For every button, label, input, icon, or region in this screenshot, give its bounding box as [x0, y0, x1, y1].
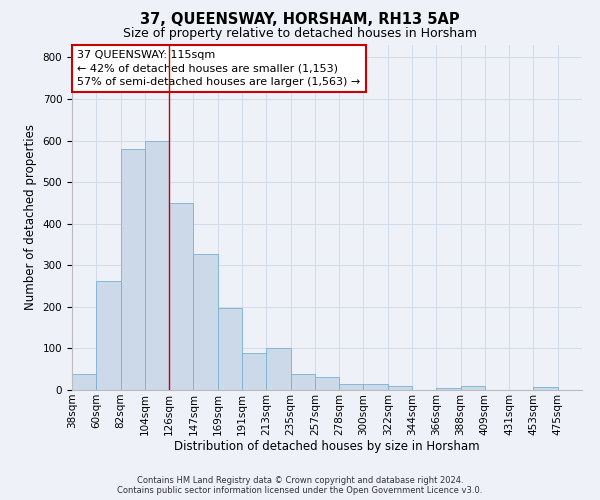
Bar: [121, 149, 145, 390]
Bar: [315, 376, 339, 390]
Bar: [388, 386, 412, 390]
Bar: [169, 203, 193, 390]
Bar: [461, 386, 485, 390]
Bar: [533, 386, 558, 390]
Bar: [266, 348, 290, 390]
Y-axis label: Number of detached properties: Number of detached properties: [24, 124, 37, 310]
Bar: [290, 374, 315, 390]
Bar: [436, 388, 461, 390]
Bar: [193, 254, 218, 390]
Bar: [242, 354, 266, 390]
Text: Contains HM Land Registry data © Crown copyright and database right 2024.
Contai: Contains HM Land Registry data © Crown c…: [118, 476, 482, 495]
Text: 37, QUEENSWAY, HORSHAM, RH13 5AP: 37, QUEENSWAY, HORSHAM, RH13 5AP: [140, 12, 460, 28]
Bar: [218, 308, 242, 390]
Bar: [72, 374, 96, 390]
X-axis label: Distribution of detached houses by size in Horsham: Distribution of detached houses by size …: [174, 440, 480, 454]
Bar: [339, 384, 364, 390]
Text: Size of property relative to detached houses in Horsham: Size of property relative to detached ho…: [123, 28, 477, 40]
Bar: [364, 384, 388, 390]
Text: 37 QUEENSWAY: 115sqm
← 42% of detached houses are smaller (1,153)
57% of semi-de: 37 QUEENSWAY: 115sqm ← 42% of detached h…: [77, 50, 361, 86]
Bar: [145, 140, 169, 390]
Bar: [96, 280, 121, 390]
